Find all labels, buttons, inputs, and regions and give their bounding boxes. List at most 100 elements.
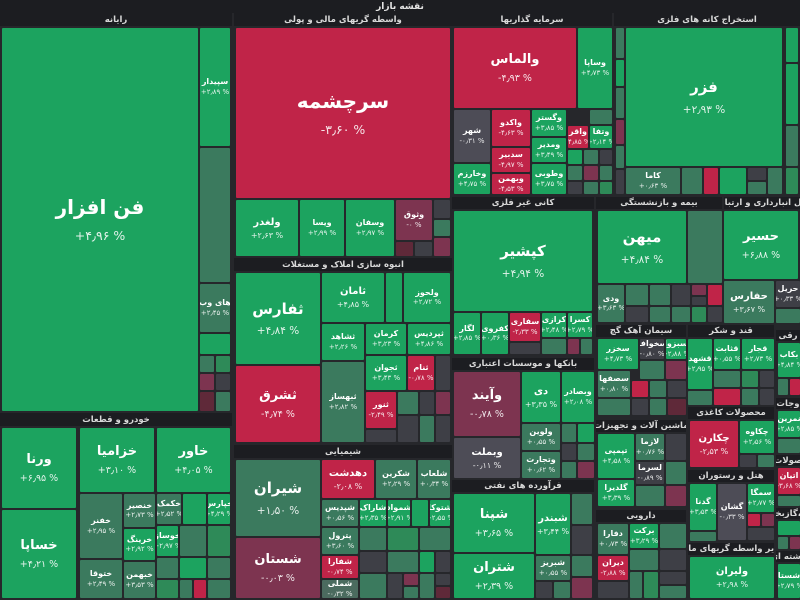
treemap-tile[interactable]: دی +۳٫۳۵ %	[522, 372, 560, 422]
treemap-tile-small[interactable]	[672, 285, 690, 305]
treemap-tile-small[interactable]	[434, 200, 450, 218]
treemap-tile-small[interactable]	[660, 586, 686, 598]
treemap-tile[interactable]: ثشاهد +۲٫۲۶ %	[322, 324, 364, 360]
treemap-tile-small[interactable]	[778, 521, 800, 535]
treemap-tile[interactable]: های وب +۲٫۴۵ %	[200, 284, 230, 332]
treemap-tile[interactable]: ثپردیس +۴٫۸۶ %	[408, 324, 450, 354]
treemap-tile-small[interactable]	[786, 168, 798, 194]
treemap-tile[interactable]: خزامیا +۳٫۱۰ %	[80, 428, 154, 492]
treemap-tile-small[interactable]	[584, 150, 598, 164]
treemap-tile-small[interactable]	[598, 582, 628, 598]
treemap-tile[interactable]: خرینگ +۲٫۹۲ %	[124, 529, 155, 560]
treemap-tile-small[interactable]	[778, 439, 800, 453]
treemap-tile-small[interactable]	[768, 168, 782, 194]
treemap-tile[interactable]: ثامان +۴٫۸۵ %	[322, 273, 384, 322]
treemap-tile-small[interactable]	[216, 374, 230, 390]
treemap-tile[interactable]: خوساز+۲٫۹۷ %	[157, 526, 178, 556]
treemap-tile[interactable]: وسفان +۲٫۹۷ %	[346, 200, 394, 256]
treemap-tile[interactable]: اتیان-۳٫۶۸ %	[778, 468, 800, 494]
treemap-tile-small[interactable]	[632, 381, 648, 397]
treemap-tile[interactable]: شهر -۰٫۳۱ %	[454, 110, 490, 162]
treemap-tile-small[interactable]	[157, 580, 178, 598]
treemap-tile[interactable]: لسرما -۰٫۸۹ %	[636, 462, 664, 484]
treemap-tile-small[interactable]	[790, 537, 800, 549]
treemap-tile-small[interactable]	[420, 528, 450, 550]
treemap-tile-small[interactable]	[790, 379, 800, 395]
treemap-tile-small[interactable]	[581, 339, 592, 354]
treemap-tile[interactable]: وبملت -۰٫۱۱ %	[454, 438, 520, 478]
treemap-tile-small[interactable]	[396, 242, 413, 256]
treemap-tile[interactable]: وخارزم +۴٫۷۵ %	[454, 164, 490, 194]
treemap-tile[interactable]: حفارس +۳٫۶۷ %	[724, 281, 774, 323]
treemap-tile[interactable]: ودی+۳٫۶۳ %	[598, 285, 624, 322]
treemap-tile[interactable]: قجار +۲٫۷۳ %	[742, 339, 774, 369]
treemap-tile-small[interactable]	[742, 371, 758, 387]
treemap-tile-small[interactable]	[200, 392, 214, 411]
treemap-tile-small[interactable]	[434, 238, 450, 256]
treemap-tile-small[interactable]	[572, 494, 592, 524]
treemap-tile-small[interactable]	[200, 148, 230, 282]
treemap-tile-small[interactable]	[762, 514, 774, 526]
treemap-tile-small[interactable]	[720, 168, 746, 194]
treemap-tile-small[interactable]	[778, 496, 800, 506]
treemap-tile-small[interactable]	[542, 339, 566, 354]
treemap-tile[interactable]: سخزر +۴٫۷۳ %	[598, 339, 638, 369]
treemap-tile[interactable]: واقر-۴٫۸۵ %	[568, 126, 588, 148]
treemap-tile-small[interactable]	[578, 462, 594, 478]
treemap-tile-small[interactable]	[510, 343, 540, 354]
treemap-tile-small[interactable]	[758, 455, 774, 467]
treemap-tile-small[interactable]	[200, 374, 214, 390]
treemap-tile-small[interactable]	[714, 389, 740, 405]
treemap-tile-small[interactable]	[660, 550, 686, 570]
treemap-tile[interactable]: ورنا +۶٫۹۵ %	[2, 428, 76, 508]
treemap-tile-small[interactable]	[650, 399, 666, 415]
treemap-tile[interactable]: سصفها +۰٫۸۰ %	[598, 371, 630, 397]
treemap-tile-small[interactable]	[616, 120, 624, 144]
treemap-tile[interactable]: شستا+۲٫۷۹ %	[778, 564, 800, 598]
treemap-tile-small[interactable]	[208, 580, 230, 598]
treemap-tile[interactable]: گدنا+۳٫۵۳ %	[690, 484, 716, 530]
treemap-tile-small[interactable]	[360, 574, 386, 598]
treemap-tile-small[interactable]	[366, 430, 396, 442]
treemap-tile[interactable]: شبریز +۰٫۵۵ %	[536, 556, 570, 580]
treemap-tile-small[interactable]	[650, 285, 670, 305]
treemap-tile-small[interactable]	[200, 356, 214, 372]
treemap-tile[interactable]: شیران +۱٫۵۰ %	[236, 460, 320, 536]
treemap-tile[interactable]: دفارا +۰٫۷۳ %	[598, 524, 628, 554]
treemap-tile[interactable]: کاما +۰٫۶۳ %	[626, 168, 680, 194]
treemap-tile-small[interactable]	[200, 334, 230, 354]
treemap-tile[interactable]: والماس -۴٫۹۳ %	[454, 28, 576, 108]
treemap-tile-small[interactable]	[668, 399, 686, 415]
treemap-tile[interactable]: شتران +۲٫۳۹ %	[454, 554, 534, 598]
treemap-tile-small[interactable]	[640, 361, 664, 379]
treemap-tile-small[interactable]	[668, 381, 686, 397]
treemap-tile[interactable]: حسیر +۶٫۸۸ %	[724, 211, 798, 279]
treemap-tile-small[interactable]	[786, 28, 798, 62]
treemap-tile[interactable]: وساپا +۴٫۷۳ %	[578, 28, 612, 108]
treemap-tile-small[interactable]	[584, 166, 598, 180]
treemap-tile-small[interactable]	[616, 60, 624, 86]
treemap-tile-small[interactable]	[748, 528, 774, 540]
treemap-tile-small[interactable]	[630, 572, 642, 598]
treemap-tile[interactable]: خپارس+۴٫۲۹ %	[208, 494, 230, 524]
treemap-tile[interactable]: کسرا+۲٫۷۹ %	[568, 313, 592, 337]
treemap-tile-small[interactable]	[388, 552, 418, 572]
treemap-tile-small[interactable]	[208, 526, 230, 556]
treemap-tile[interactable]: چکاوه +۲٫۵۶ %	[740, 421, 774, 453]
treemap-tile-small[interactable]	[748, 182, 766, 194]
treemap-tile-small[interactable]	[778, 537, 788, 549]
treemap-tile[interactable]: دهدشت -۲٫۰۸ %	[322, 460, 374, 498]
treemap-tile-small[interactable]	[360, 528, 386, 550]
treemap-tile-small[interactable]	[708, 285, 722, 305]
treemap-tile[interactable]: حریل+۰٫۳۳ %	[776, 281, 800, 307]
treemap-tile-small[interactable]	[183, 494, 206, 524]
treemap-tile[interactable]: کفروی+۰٫۳۶ %	[482, 313, 508, 354]
treemap-tile[interactable]: سخواف-۰٫۸۰ %	[640, 339, 664, 359]
treemap-tile[interactable]: وآیند -۰٫۷۸ %	[454, 372, 520, 436]
treemap-tile-small[interactable]	[572, 556, 592, 576]
treemap-tile[interactable]: ثشرق -۴٫۷۴ %	[236, 366, 320, 442]
treemap-tile[interactable]: وبصادر +۲٫۰۸ %	[562, 372, 594, 422]
treemap-tile-small[interactable]	[434, 220, 450, 236]
treemap-tile-small[interactable]	[626, 307, 648, 322]
treemap-tile[interactable]: ختوقا +۲٫۴۹ %	[80, 560, 122, 598]
